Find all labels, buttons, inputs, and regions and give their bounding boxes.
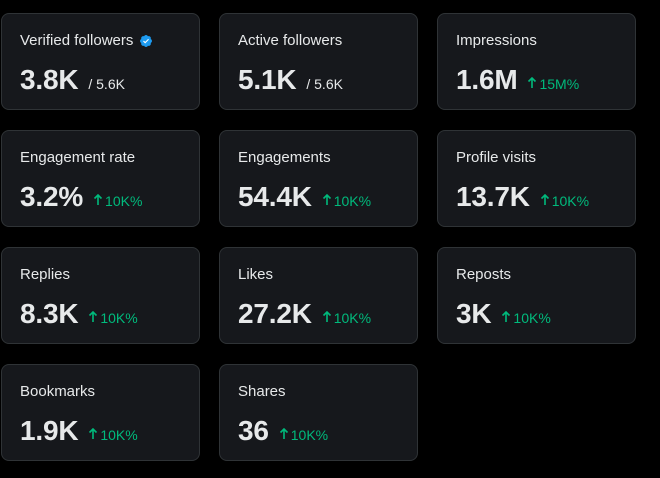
metric-card-engagement-rate[interactable]: Engagement rate 3.2% 10K% [1,130,200,227]
metric-value: 3K [456,298,492,329]
metric-change: 10K% [93,193,142,209]
metric-card-bookmarks[interactable]: Bookmarks 1.9K 10K% [1,364,200,461]
metric-label: Shares [238,383,286,400]
metric-value: 1.6M [456,64,518,95]
arrow-up-icon [502,311,511,322]
arrow-up-icon [89,311,98,322]
metric-value: 3.2% [20,181,84,212]
metric-card-active-followers[interactable]: Active followers 5.1K / 5.6K [219,13,418,110]
metric-value: 1.9K [20,415,79,446]
metric-value: 8.3K [20,298,79,329]
metric-total: / 5.6K [88,76,125,92]
metric-value: 54.4K [238,181,312,212]
metric-card-replies[interactable]: Replies 8.3K 10K% [1,247,200,344]
metric-card-reposts[interactable]: Reposts 3K 10K% [437,247,636,344]
metric-card-engagements[interactable]: Engagements 54.4K 10K% [219,130,418,227]
arrow-up-icon [528,77,537,88]
metric-label: Verified followers [20,32,153,49]
metric-change: 10K% [88,427,138,443]
metric-value: 36 [238,415,269,446]
metric-change: 10K% [88,310,138,326]
metric-value: 27.2K [238,298,312,329]
metric-card-likes[interactable]: Likes 27.2K 10K% [219,247,418,344]
metric-label: Bookmarks [20,383,96,400]
metric-total: / 5.6K [306,76,343,92]
arrow-up-icon [540,194,549,205]
metric-card-profile-visits[interactable]: Profile visits 13.7K 10K% [437,130,636,227]
metric-value: 5.1K [238,64,297,95]
arrow-up-icon [322,194,331,205]
arrow-up-icon [89,428,98,439]
metric-label: Reposts [456,266,512,283]
metric-change: 10K% [279,427,328,443]
arrow-up-icon [322,311,331,322]
metric-label: Replies [20,266,71,283]
metric-value: 13.7K [456,181,530,212]
metric-label: Active followers [238,32,343,49]
metric-card-verified-followers[interactable]: Verified followers 3.8K / 5.6K [1,13,200,110]
metric-label: Likes [238,266,274,283]
metric-change: 10K% [322,193,371,209]
metric-card-shares[interactable]: Shares 36 10K% [219,364,418,461]
metric-label: Engagement rate [20,149,136,166]
metric-label: Profile visits [456,149,537,166]
metric-change: 10K% [501,310,551,326]
verified-badge-icon [140,34,153,47]
metric-change: 15M% [527,76,579,92]
metric-card-impressions[interactable]: Impressions 1.6M 15M% [437,13,636,110]
metric-value: 3.8K [20,64,79,95]
arrow-up-icon [93,194,103,205]
arrow-up-icon [279,428,288,439]
metric-change: 10K% [322,310,371,326]
metric-label: Impressions [456,32,537,49]
metric-change: 10K% [540,193,589,209]
analytics-metrics-grid: Verified followers 3.8K / 5.6K Active fo… [0,13,660,478]
metric-label: Engagements [238,149,331,166]
